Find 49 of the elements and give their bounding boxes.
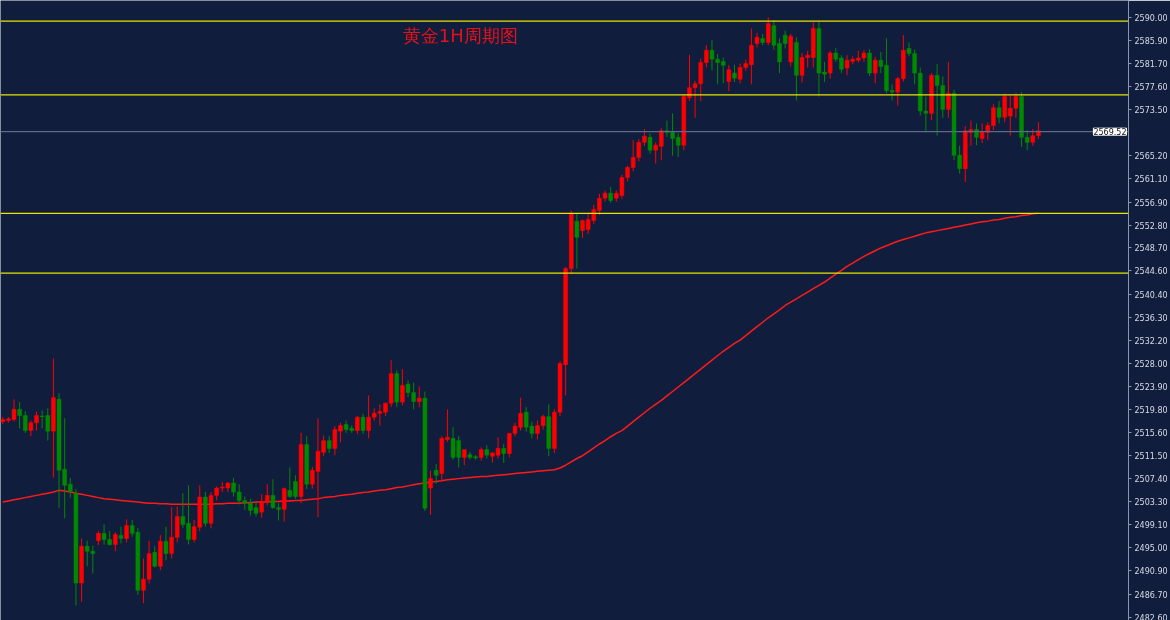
y-tick-label: 2561.10	[1134, 175, 1168, 185]
y-tick-label: 2581.70	[1134, 60, 1168, 70]
candlestick	[124, 518, 129, 543]
y-tick-label: 2552.80	[1134, 221, 1168, 231]
y-tick-label: 2499.10	[1134, 521, 1168, 531]
y-tick-label: 2515.60	[1134, 429, 1168, 439]
y-tick-label: 2490.90	[1134, 567, 1168, 577]
y-tick-label: 2507.40	[1134, 475, 1168, 485]
candlestick	[766, 16, 771, 46]
candlestick	[574, 212, 580, 270]
y-tick-label: 2486.70	[1134, 590, 1168, 600]
y-tick-label: 2528.00	[1134, 360, 1168, 370]
ref-line-label: 2569.52	[1093, 128, 1127, 138]
y-tick-label: 2573.50	[1134, 105, 1168, 115]
candlestick	[163, 526, 169, 561]
y-tick-label: 2590.00	[1134, 13, 1168, 23]
candlestick	[996, 100, 1002, 124]
y-tick-label: 2482.60	[1134, 613, 1168, 620]
candlestick	[417, 385, 422, 408]
y-tick-label: 2556.90	[1134, 198, 1168, 208]
y-tick-label: 2540.40	[1134, 290, 1168, 300]
y-tick-label: 2536.30	[1134, 313, 1168, 323]
candlestick	[872, 56, 878, 84]
candlestick	[400, 368, 405, 406]
candlestick	[433, 463, 439, 485]
candlestick	[867, 48, 872, 77]
y-tick-label: 2565.20	[1134, 152, 1168, 162]
y-tick-label: 2548.70	[1134, 244, 1168, 254]
y-tick-label: 2585.90	[1134, 36, 1168, 46]
y-tick-label: 2532.20	[1134, 336, 1168, 346]
y-tick-label: 2495.00	[1134, 544, 1168, 554]
candlestick	[281, 487, 287, 523]
candlestick	[754, 32, 760, 48]
candlestick	[501, 443, 506, 464]
candlestick	[647, 132, 653, 155]
y-tick-label: 2577.60	[1134, 83, 1168, 93]
candlestick	[360, 413, 366, 435]
candlestick	[428, 470, 433, 516]
text: 黄金1H周期图	[402, 25, 518, 46]
y-tick-label: 2503.30	[1134, 498, 1168, 508]
candlestick	[946, 61, 951, 119]
candlestick	[118, 526, 124, 544]
candlestick	[726, 64, 732, 92]
y-tick-label: 2519.80	[1134, 405, 1168, 415]
y-tick-label: 2544.60	[1134, 267, 1168, 277]
candlestick	[113, 531, 118, 552]
y-tick-label: 2511.50	[1134, 452, 1168, 462]
y-tick-label: 2523.90	[1134, 382, 1168, 392]
candlestick	[827, 50, 833, 80]
